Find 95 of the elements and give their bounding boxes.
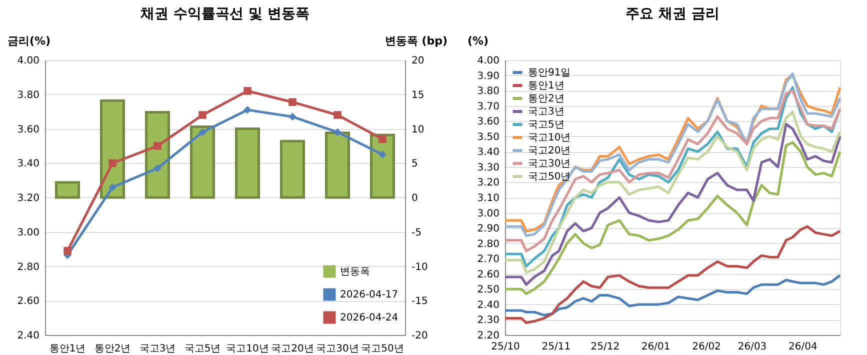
y-tick-label: 3.00	[17, 227, 40, 238]
y-tick-label: 3.60	[17, 124, 40, 136]
y-tick-label: 3.20	[17, 193, 40, 204]
point	[198, 111, 206, 119]
chart-title: 주요 채권 금리	[626, 6, 720, 22]
y2-tick-label: 15	[412, 90, 424, 101]
bar	[235, 128, 260, 199]
x-tick-label: 25/11	[542, 342, 571, 352]
legend-label: 통안2년	[528, 94, 564, 104]
legend-label: 변동폭	[340, 266, 370, 278]
y-tick-label: 2.60	[17, 296, 40, 308]
y-tick-label: 2.40	[477, 300, 500, 311]
x-tick-label: 통안2년	[94, 344, 131, 354]
legend-label: 통안91일	[528, 68, 571, 78]
x-tick-label: 26/03	[738, 342, 767, 352]
legend-label: 통안1년	[528, 80, 564, 92]
y-tick-label: 4.00	[477, 56, 500, 66]
y2-tick-label: -15	[412, 296, 428, 308]
y-tick-label: 4.00	[17, 56, 40, 66]
point	[334, 128, 342, 136]
legend-label: 국고10년	[528, 132, 571, 144]
y2-tick-label: 10	[412, 124, 424, 136]
y-tick-label: 3.80	[477, 86, 500, 98]
y-tick-label: 3.00	[477, 208, 500, 220]
y-tick-label: 2.40	[17, 330, 40, 342]
x-tick-label: 국고5년	[184, 344, 221, 354]
y-tick-label: 3.60	[477, 116, 500, 128]
x-tick-label: 국고10년	[226, 344, 269, 354]
bar	[190, 125, 215, 199]
y-tick-label: 2.80	[17, 262, 40, 273]
point	[108, 159, 116, 167]
x-tick-label: 26/02	[692, 342, 721, 352]
legend-label: 국고3년	[528, 106, 564, 118]
bar	[325, 132, 350, 199]
bar	[100, 99, 125, 199]
y-tick-label: 2.80	[477, 238, 500, 250]
bar	[145, 111, 170, 199]
point	[154, 164, 162, 172]
point	[108, 183, 116, 192]
y-axis-title: 금리(%)	[8, 34, 51, 48]
x-tick-label: 25/12	[590, 342, 620, 352]
y-tick-label: 3.40	[17, 158, 40, 170]
point	[64, 246, 72, 255]
point	[334, 111, 342, 119]
y-tick-label: 2.60	[477, 269, 500, 280]
point	[244, 87, 252, 95]
legend-label: 국고5년	[528, 120, 564, 130]
y-tick-label: 3.10	[477, 193, 500, 204]
bar	[55, 181, 80, 199]
line-series	[504, 141, 842, 295]
y-tick-label: 3.80	[17, 90, 40, 101]
y-tick-label: 2.20	[477, 330, 500, 342]
legend-label: 국고20년	[528, 146, 571, 156]
point	[378, 135, 386, 143]
y-tick-label: 3.40	[477, 147, 500, 158]
y2-tick-label: -10	[412, 262, 428, 273]
y-tick-label: 2.90	[477, 224, 500, 235]
y-tick-label: 3.20	[477, 178, 500, 189]
y2-tick-label: -20	[412, 330, 428, 342]
y2-tick-label: 0	[412, 193, 418, 204]
y-tick-label: 3.50	[477, 132, 500, 143]
x-tick-label: 국고20년	[271, 344, 314, 354]
y-tick-label: 3.70	[477, 101, 500, 112]
x-tick-label: 국고3년	[139, 344, 176, 354]
y2-tick-label: 5	[412, 158, 418, 170]
y-tick-label: 2.50	[477, 284, 500, 296]
point	[244, 106, 252, 114]
x-tick-label: 26/01	[641, 342, 670, 352]
y-tick-label: 3.90	[477, 70, 500, 82]
x-tick-label: 국고30년	[316, 344, 359, 354]
y2-tick-label: -5	[412, 227, 422, 238]
point	[198, 128, 206, 136]
y-tick-label: 2.70	[477, 254, 500, 266]
x-tick-label: 통안1년	[49, 344, 86, 354]
legend-label: 2026-04-24	[340, 312, 398, 324]
legend-label: 국고50년	[528, 172, 571, 182]
line-series	[504, 274, 842, 316]
bar	[280, 140, 305, 199]
point	[288, 112, 296, 121]
y2-tick-label: 20	[412, 56, 424, 66]
x-tick-label: 25/10	[491, 342, 520, 352]
point	[154, 142, 162, 150]
legend-label: 2026-04-17	[340, 290, 398, 300]
bar	[370, 134, 395, 199]
y-axis-title: (%)	[468, 34, 489, 48]
x-tick-label: 국고50년	[361, 344, 404, 354]
chart-title: 채권 수익률곡선 및 변동폭	[140, 6, 310, 22]
y2-axis-title: 변동폭 (bp)	[384, 34, 448, 48]
point	[288, 98, 296, 106]
x-tick-label: 26/04	[788, 342, 818, 352]
point	[378, 150, 386, 158]
line-series	[504, 225, 842, 324]
y-tick-label: 2.30	[477, 315, 500, 326]
legend-label: 국고30년	[528, 158, 571, 170]
y-tick-label: 3.30	[477, 162, 500, 174]
